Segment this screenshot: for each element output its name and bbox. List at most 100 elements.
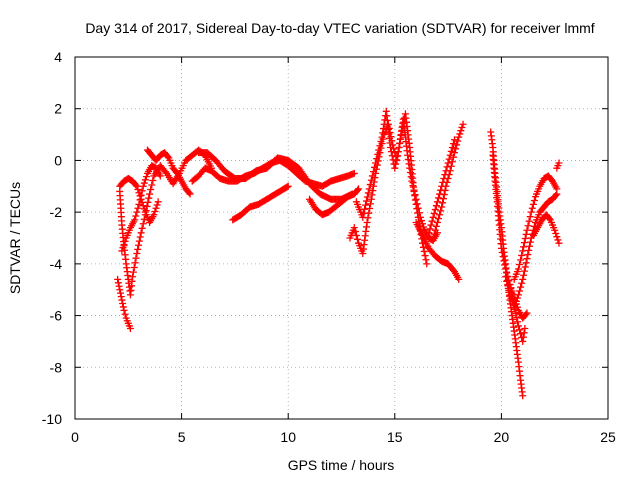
data-point <box>435 194 443 202</box>
data-point <box>553 185 561 193</box>
data-point <box>404 151 412 159</box>
data-point <box>520 243 528 251</box>
data-point <box>521 235 529 243</box>
data-point <box>409 182 417 190</box>
data-point <box>503 269 511 277</box>
data-point <box>526 238 534 246</box>
data-point <box>118 296 126 304</box>
data-point <box>393 152 401 160</box>
data-point <box>392 160 400 168</box>
data-point <box>528 204 536 212</box>
data-point <box>450 149 458 157</box>
data-point <box>517 283 525 291</box>
data-point <box>431 206 439 214</box>
data-point <box>554 236 562 244</box>
y-tick-label: -6 <box>50 308 63 324</box>
data-point <box>387 148 395 156</box>
data-point <box>523 255 531 263</box>
data-point <box>351 228 359 236</box>
data-point <box>134 186 142 194</box>
plot-frame <box>74 56 609 420</box>
data-point <box>350 224 358 232</box>
data-point <box>497 244 505 252</box>
series-track-q <box>502 190 561 312</box>
data-point <box>121 237 129 245</box>
data-point <box>525 246 533 254</box>
series-track-k <box>352 107 441 245</box>
data-point <box>514 265 522 273</box>
data-point <box>552 229 560 237</box>
data-point <box>500 257 508 265</box>
data-point <box>406 164 414 172</box>
data-point <box>502 273 510 281</box>
data-point <box>438 182 446 190</box>
data-point <box>520 239 528 247</box>
data-point <box>555 159 563 167</box>
data-point <box>131 216 139 224</box>
data-point <box>439 195 447 203</box>
data-point <box>430 230 438 238</box>
data-point <box>394 148 402 156</box>
data-point <box>416 213 424 221</box>
data-point <box>369 187 377 195</box>
data-point <box>134 204 142 212</box>
data-point <box>519 392 527 400</box>
data-point <box>145 194 153 202</box>
x-axis-label: GPS time / hours <box>288 457 395 473</box>
data-point <box>435 215 443 223</box>
data-point <box>139 202 147 210</box>
data-point <box>427 221 435 229</box>
axis-ticks: 0 5 10 15 20 25 -10 -8 -6 -4 -2 0 2 4 <box>42 49 616 445</box>
data-point <box>442 167 450 175</box>
chart-title: Day 314 of 2017, Sidereal Day-to-day VTE… <box>85 20 594 36</box>
data-point <box>387 144 395 151</box>
data-point <box>506 281 514 289</box>
data-point <box>518 279 526 287</box>
data-point <box>137 191 145 199</box>
y-tick-label: -10 <box>42 411 62 427</box>
data-point <box>284 182 292 190</box>
data-point <box>366 200 374 208</box>
data-point <box>374 150 382 158</box>
data-point <box>413 200 421 208</box>
series-track-h <box>229 182 292 224</box>
data-point <box>425 229 433 237</box>
data-point <box>502 265 510 273</box>
data-point <box>411 191 419 199</box>
data-point <box>141 176 149 184</box>
y-tick-label: -2 <box>50 204 63 220</box>
data-point <box>448 144 456 151</box>
data-point <box>522 259 530 267</box>
data-point <box>114 275 122 283</box>
data-point <box>439 178 447 186</box>
data-point <box>150 211 158 219</box>
data-point <box>367 195 375 203</box>
data-point <box>419 220 427 228</box>
data-point <box>436 211 444 219</box>
data-point <box>522 310 530 318</box>
data-point <box>446 151 454 159</box>
data-point <box>377 137 385 145</box>
data-point <box>371 163 379 171</box>
data-point <box>353 186 361 194</box>
data-point <box>449 140 457 148</box>
data-point <box>355 185 363 193</box>
data-point <box>439 199 447 207</box>
data-point <box>433 218 441 226</box>
data-point <box>152 204 160 212</box>
data-point <box>432 202 440 210</box>
data-point <box>410 186 418 194</box>
data-point <box>415 209 423 217</box>
data-point <box>520 271 528 279</box>
series-track-d <box>118 162 164 255</box>
data-point <box>459 120 467 128</box>
data-point <box>499 253 507 261</box>
data-point <box>516 287 524 295</box>
data-point <box>412 195 420 203</box>
series-track-r <box>510 172 561 283</box>
data-point <box>406 168 414 176</box>
series-track-t <box>506 281 529 345</box>
data-point <box>129 268 137 276</box>
x-tick-label: 15 <box>387 429 403 445</box>
